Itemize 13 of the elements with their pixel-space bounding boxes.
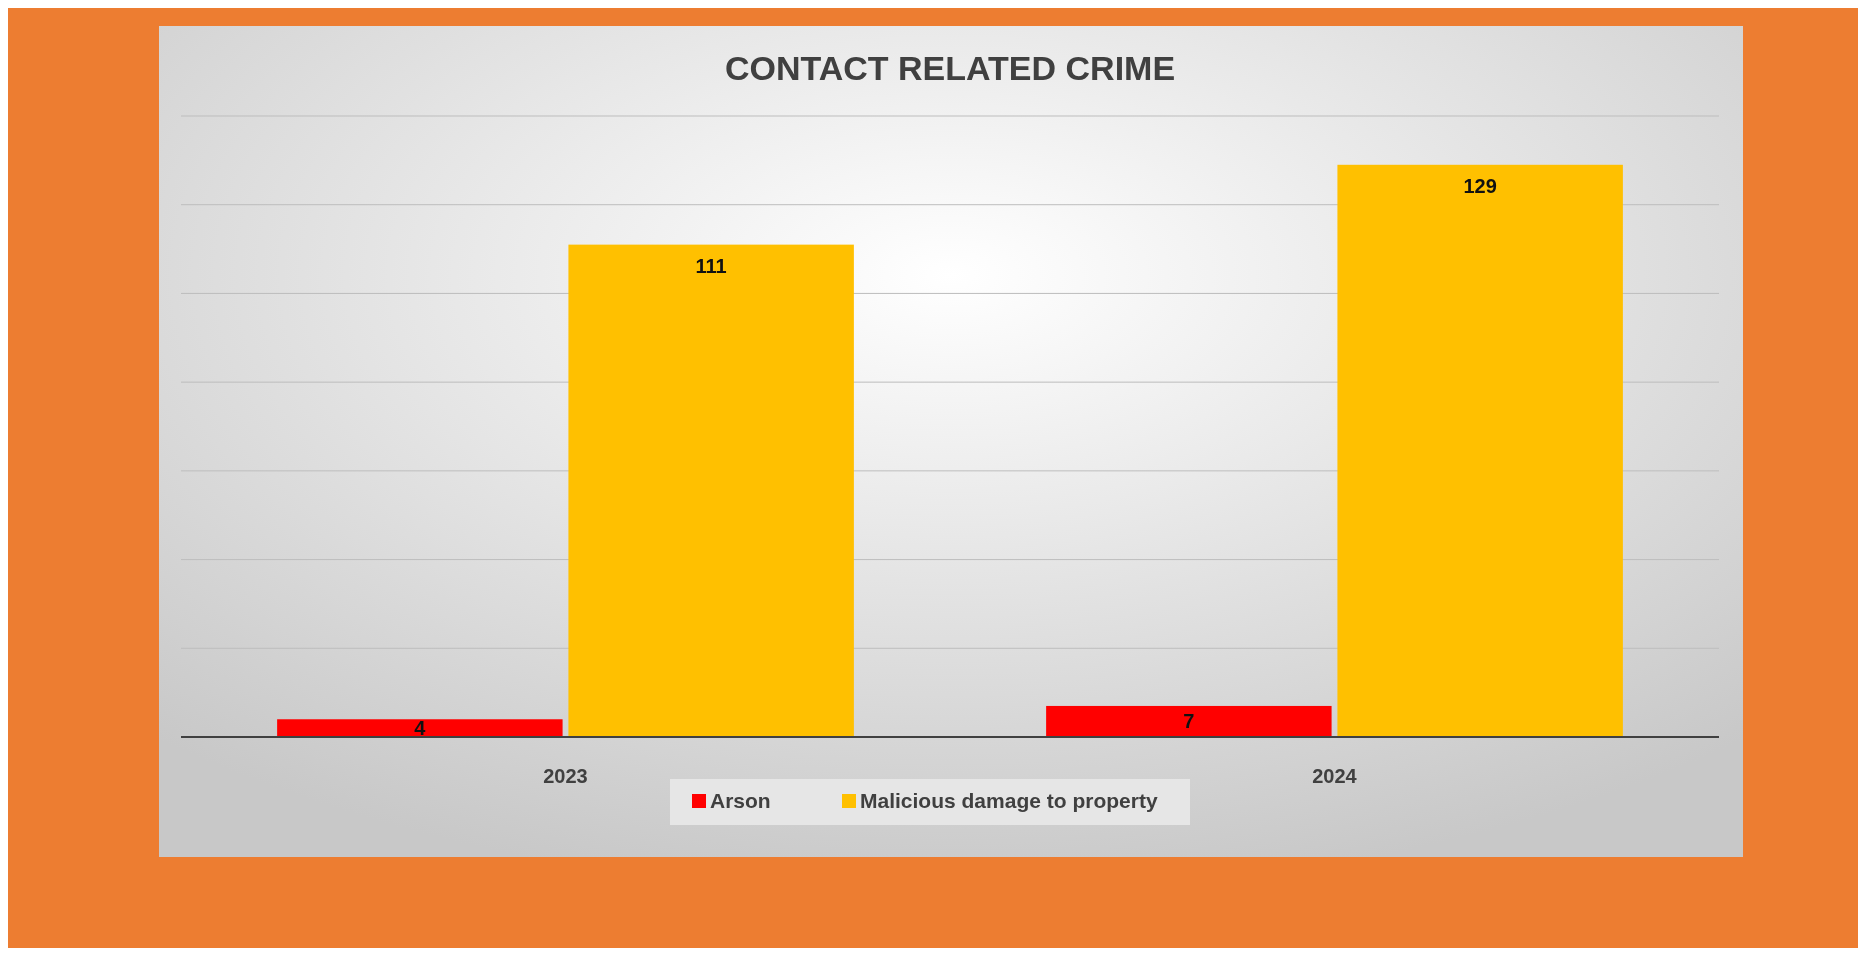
bar	[277, 719, 563, 737]
data-label: 129	[1463, 174, 1497, 197]
x-tick-label: 2024	[1312, 765, 1358, 787]
legend-label: Arson	[710, 789, 771, 812]
bar	[1337, 164, 1623, 737]
data-label: 4	[414, 717, 427, 740]
bar	[568, 244, 854, 737]
bar	[1046, 705, 1332, 737]
data-label: 111	[695, 254, 727, 277]
data-label: 7	[1183, 710, 1195, 733]
legend-label: Malicious damage to property	[860, 789, 1158, 812]
x-tick-label: 2023	[543, 765, 588, 787]
chart-title: CONTACT RELATED CRIME	[724, 49, 1176, 87]
